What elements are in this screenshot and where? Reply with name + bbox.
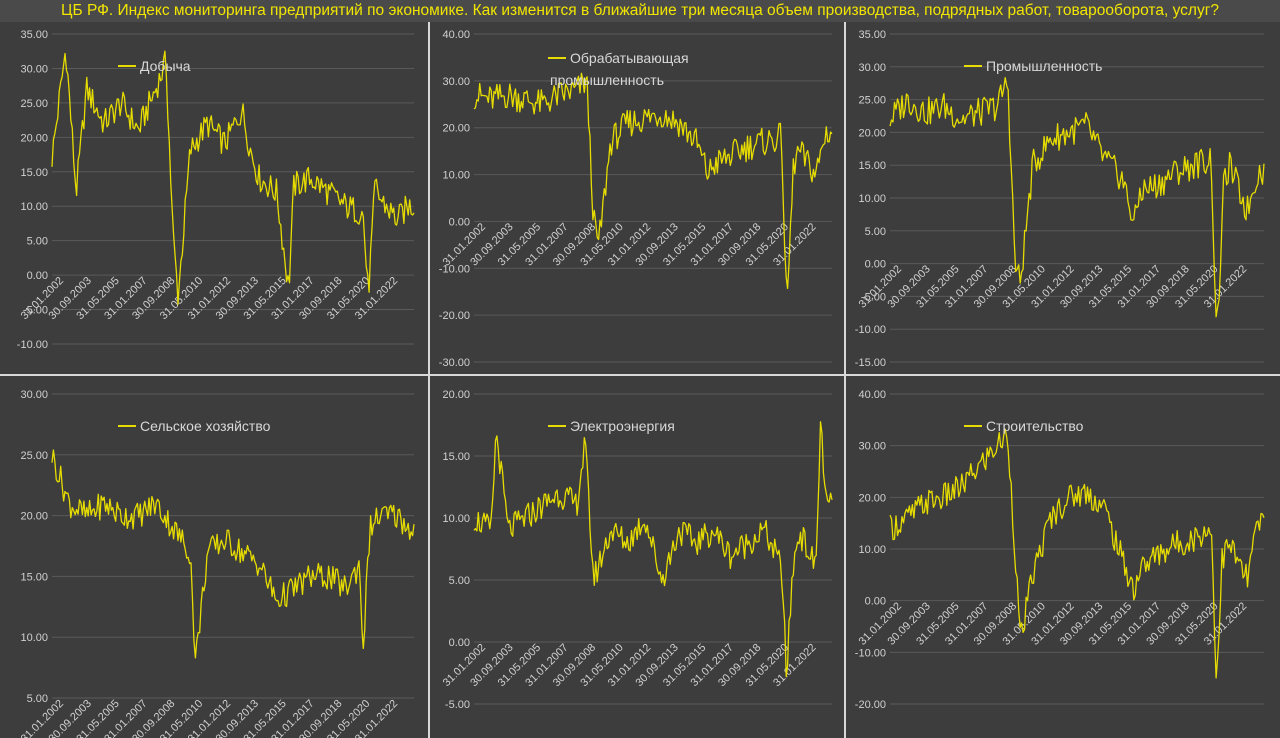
y-tick-label: 10.00 xyxy=(442,170,470,182)
series-line xyxy=(473,72,833,290)
y-tick-label: 30.00 xyxy=(858,441,886,453)
y-tick-label: 15.00 xyxy=(442,451,470,463)
page-title: ЦБ РФ. Индекс мониторинга предприятий по… xyxy=(61,2,1219,19)
legend-label: Промышленность xyxy=(986,58,1102,74)
y-tick-label: 30.00 xyxy=(442,76,470,88)
y-tick-label: 40.00 xyxy=(858,389,886,401)
y-tick-label: 15.00 xyxy=(20,167,48,179)
y-tick-label: 20.00 xyxy=(442,123,470,135)
y-tick-label: -5.00 xyxy=(23,305,48,317)
charts-grid: -10.00 -5.00 0.00 5.00 10.00 15.00 20.00 25.00 3… xyxy=(0,22,1280,738)
y-tick-label: 20.00 xyxy=(858,492,886,504)
y-tick-label: -10.00 xyxy=(17,339,48,351)
chart-obrabatyvayushchaya: -30.00 -20.00 -10.00 0.00 10.00 20.00 30.00 40.… xyxy=(439,29,833,369)
legend-label: Строительство xyxy=(986,418,1084,434)
y-tick-label: 35.00 xyxy=(20,29,48,41)
chart-selskoe-khozyaystvo: 5.0010.0015.0020.0025.0030.0031.01.20023… xyxy=(19,389,415,738)
y-tick-label: -10.00 xyxy=(855,647,886,659)
y-tick-label: 0.00 xyxy=(449,216,470,228)
y-tick-label: 15.00 xyxy=(20,571,48,583)
chart-promyshlennost: -15.00 -10.00 -5.00 0.00 5.00 10.00 15.00 20.00… xyxy=(855,29,1265,369)
y-tick-label: -5.00 xyxy=(445,699,470,711)
chart-panel-obrabatyvayushchaya: -30.00 -20.00 -10.00 0.00 10.00 20.00 30.00 40.… xyxy=(430,22,846,376)
legend-label: Обрабатывающая промышленность xyxy=(550,50,689,88)
series-line xyxy=(51,50,415,305)
chart-panel-promyshlennost: -15.00 -10.00 -5.00 0.00 5.00 10.00 15.00 20.00… xyxy=(846,22,1280,376)
y-tick-label: 10.00 xyxy=(858,193,886,205)
y-tick-label: 30.00 xyxy=(20,389,48,401)
series-line xyxy=(51,449,415,659)
y-tick-label: 20.00 xyxy=(442,389,470,401)
y-tick-label: 35.00 xyxy=(858,29,886,41)
chart-stroitelstvo: -20.00-10.000.0010.0020.0030.0040.0031.0… xyxy=(855,389,1265,711)
y-tick-label: 20.00 xyxy=(20,511,48,523)
y-tick-label: 10.00 xyxy=(20,201,48,213)
chart-panel-dobycha: -10.00 -5.00 0.00 5.00 10.00 15.00 20.00 25.00 3… xyxy=(0,22,430,376)
y-tick-label: 5.00 xyxy=(865,226,886,238)
y-tick-label: 30.00 xyxy=(20,63,48,75)
legend-label: Добыча xyxy=(140,58,191,74)
y-tick-label: 10.00 xyxy=(20,632,48,644)
y-tick-label: -20.00 xyxy=(439,310,470,322)
y-tick-label: -10.00 xyxy=(439,263,470,275)
y-tick-label: -5.00 xyxy=(861,291,886,303)
y-tick-label: 0.00 xyxy=(449,637,470,649)
chart-dobycha: -10.00 -5.00 0.00 5.00 10.00 15.00 20.00 25.00 3… xyxy=(17,29,415,351)
y-tick-label: 25.00 xyxy=(20,450,48,462)
series-line xyxy=(889,428,1265,679)
legend-label: Электроэнергия xyxy=(570,418,675,434)
chart-panel-selskoe-khozyaystvo: 5.00 10.00 15.00 20.00 25.00 30.00 31.01.2002 3… xyxy=(0,376,430,738)
y-tick-label: 5.00 xyxy=(27,236,48,248)
y-tick-label: 0.00 xyxy=(865,596,886,608)
series-line xyxy=(889,77,1265,318)
y-tick-label: 15.00 xyxy=(858,160,886,172)
y-tick-label: 10.00 xyxy=(858,544,886,556)
chart-panel-elektroenergiya: -5.00 0.00 5.00 10.00 15.00 20.00 31.01.2002 30… xyxy=(430,376,846,738)
y-tick-label: -30.00 xyxy=(439,357,470,369)
y-tick-label: 20.00 xyxy=(20,132,48,144)
y-tick-label: 5.00 xyxy=(449,575,470,587)
y-tick-label: 40.00 xyxy=(442,29,470,41)
y-tick-label: 30.00 xyxy=(858,62,886,74)
chart-elektroenergiya: -5.000.005.0010.0015.0020.0031.01.200230… xyxy=(441,389,833,711)
y-tick-label: 25.00 xyxy=(20,98,48,110)
y-tick-label: -10.00 xyxy=(855,324,886,336)
y-tick-label: 0.00 xyxy=(27,270,48,282)
y-tick-label: -20.00 xyxy=(855,699,886,711)
y-tick-label: -15.00 xyxy=(855,357,886,369)
y-tick-label: 0.00 xyxy=(865,259,886,271)
chart-panel-stroitelstvo: -20.00 -10.00 0.00 10.00 20.00 30.00 40.00 31.0… xyxy=(846,376,1280,738)
legend-label: Сельское хозяйство xyxy=(140,418,271,434)
y-tick-label: 20.00 xyxy=(858,127,886,139)
series-line xyxy=(473,421,833,678)
y-tick-label: 5.00 xyxy=(27,693,48,705)
y-tick-label: 10.00 xyxy=(442,513,470,525)
y-tick-label: 25.00 xyxy=(858,95,886,107)
